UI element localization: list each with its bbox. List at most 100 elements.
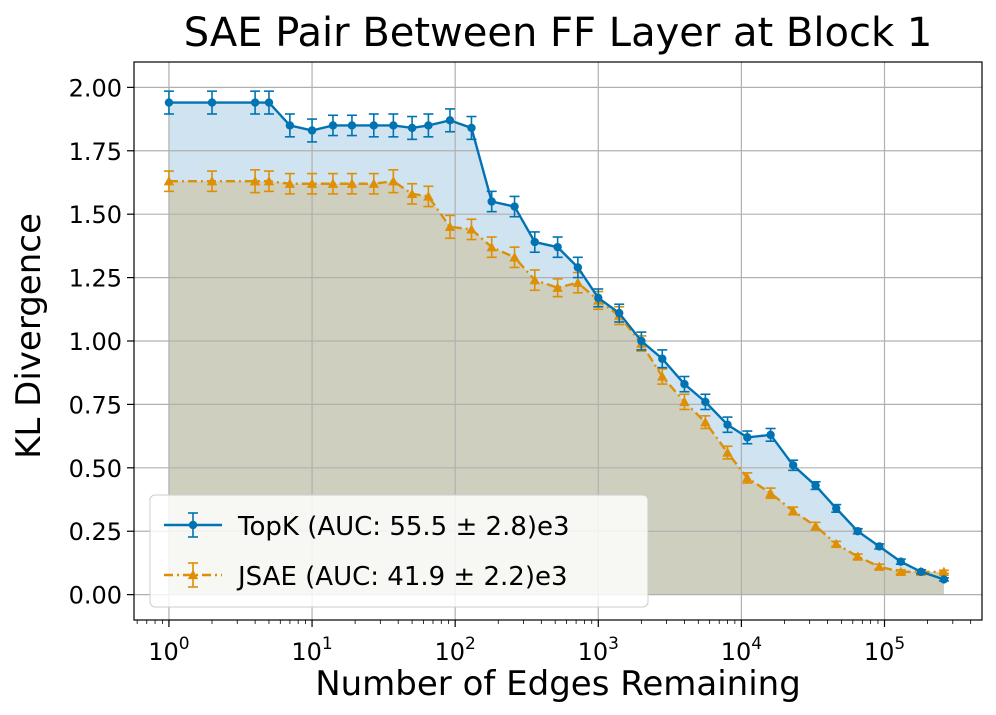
- area-fill-series-1: [168, 181, 944, 595]
- data-point: [327, 178, 339, 188]
- data-point: [572, 277, 584, 287]
- chart-title: SAE Pair Between FF Layer at Block 1: [184, 10, 933, 56]
- data-point: [163, 176, 175, 186]
- data-point: [788, 461, 798, 470]
- data-point: [264, 98, 274, 107]
- data-point: [529, 274, 540, 285]
- data-point: [614, 308, 624, 318]
- data-point: [466, 224, 477, 234]
- data-point: [916, 567, 926, 577]
- data-point: [939, 575, 949, 584]
- data-point: [306, 178, 318, 188]
- data-point: [263, 176, 275, 186]
- data-point: [406, 188, 418, 199]
- data-point: [700, 416, 711, 427]
- y-tick-label-5: 1.25: [69, 265, 122, 293]
- x-tick-label-2: 102: [434, 634, 475, 666]
- data-point: [423, 191, 434, 201]
- data-point: [594, 293, 603, 303]
- data-point: [766, 430, 775, 440]
- data-point: [249, 176, 261, 186]
- data-point: [207, 98, 217, 107]
- legend-label-1: JSAE (AUC: 41.9 ± 2.2)e3: [236, 562, 568, 592]
- data-point: [206, 176, 218, 186]
- x-axis-label: Number of Edges Remaining: [315, 664, 801, 704]
- data-point: [487, 197, 496, 206]
- x-tick-label-0: 100: [148, 634, 189, 666]
- data-point: [368, 178, 379, 188]
- x-tick-label-3: 103: [578, 634, 619, 666]
- data-point: [250, 98, 260, 107]
- data-point: [831, 538, 842, 549]
- y-tick-label-8: 2.00: [69, 74, 122, 102]
- data-point: [552, 282, 563, 292]
- data-point: [389, 121, 398, 130]
- y-tick-label-2: 0.50: [69, 455, 122, 483]
- legend-marker: [188, 520, 198, 530]
- data-point: [679, 396, 690, 407]
- data-point: [388, 176, 399, 186]
- y-axis-label: KL Divergence: [9, 213, 49, 459]
- y-tick-label-3: 0.75: [69, 391, 122, 419]
- legend-label-0: TopK (AUC: 55.5 ± 2.8)e3: [237, 512, 570, 542]
- data-point: [853, 527, 862, 536]
- series-layer: [163, 90, 950, 584]
- data-point: [573, 263, 583, 272]
- y-tick-label-0: 0.00: [69, 582, 122, 610]
- data-point: [407, 123, 417, 133]
- data-point: [743, 433, 752, 442]
- data-point: [467, 123, 476, 133]
- data-point: [896, 557, 906, 566]
- legend-box: [149, 494, 649, 608]
- data-point: [810, 520, 821, 531]
- data-point: [307, 126, 317, 135]
- x-tick-label-1: 101: [291, 634, 332, 666]
- legend: TopK (AUC: 55.5 ± 2.8)e3 JSAE (AUC: 41.9 …: [149, 494, 649, 608]
- data-point: [875, 542, 884, 551]
- data-point: [445, 116, 455, 125]
- data-point: [164, 98, 174, 107]
- data-point: [509, 252, 520, 262]
- data-point: [285, 121, 295, 130]
- y-tick-label-6: 1.50: [69, 201, 122, 229]
- y-tick-label-1: 0.25: [69, 518, 122, 546]
- data-point: [510, 202, 519, 211]
- data-point: [722, 447, 733, 457]
- legend-item-1: JSAE (AUC: 41.9 ± 2.2)e3: [164, 562, 568, 592]
- data-point: [680, 379, 689, 389]
- data-point: [657, 371, 668, 381]
- data-point: [787, 505, 799, 516]
- data-point: [658, 354, 667, 363]
- x-tick-label-5: 105: [864, 634, 905, 666]
- series-0: [163, 90, 949, 584]
- data-point: [284, 178, 296, 188]
- y-tick-label-7: 1.75: [69, 138, 122, 166]
- data-point: [530, 237, 539, 247]
- data-point: [637, 336, 646, 346]
- y-tick-label-4: 1.00: [69, 328, 122, 356]
- data-point: [328, 121, 338, 130]
- data-point: [742, 472, 753, 483]
- data-point: [347, 121, 357, 130]
- data-point: [369, 121, 378, 130]
- data-point: [874, 561, 885, 571]
- data-point: [832, 504, 841, 513]
- series-1: [163, 168, 950, 576]
- data-point: [895, 566, 907, 576]
- data-point: [723, 420, 732, 429]
- data-point: [444, 221, 456, 232]
- data-point: [811, 481, 820, 490]
- data-point: [553, 242, 562, 252]
- data-point: [765, 487, 776, 498]
- data-point: [424, 121, 433, 130]
- data-point: [701, 397, 710, 407]
- legend-marker: [187, 569, 199, 580]
- data-point: [486, 241, 497, 252]
- data-point: [938, 566, 950, 576]
- data-point: [852, 551, 863, 561]
- tick-layer: 100 101 102 103 104 105 0.00 0.25 0.50 0.75 1.00 1.…: [69, 74, 972, 666]
- data-point: [346, 178, 358, 188]
- area-fill-layer: [168, 102, 944, 595]
- x-tick-label-4: 104: [721, 634, 762, 666]
